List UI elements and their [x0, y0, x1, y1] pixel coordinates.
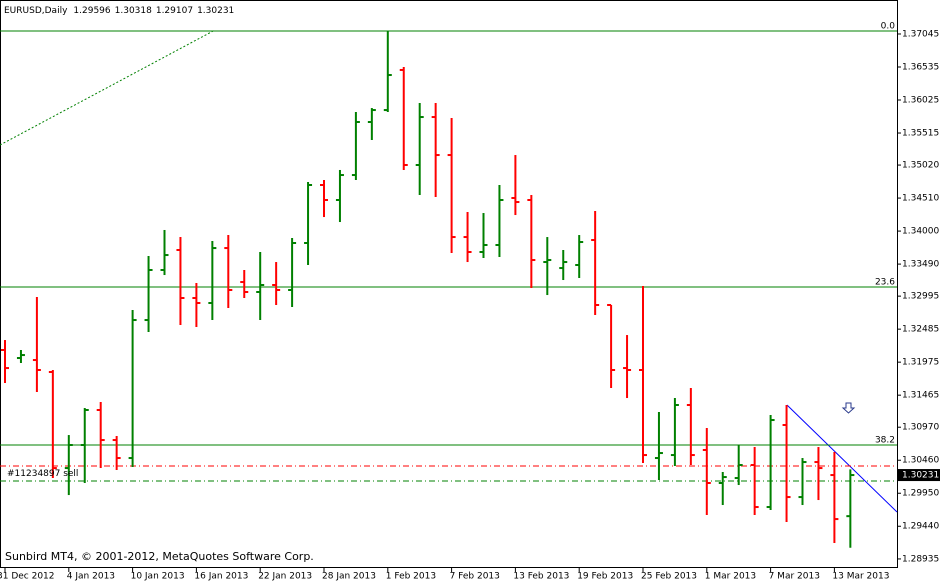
y-tick-label: 1.37045 — [902, 29, 939, 39]
y-tick-label: 1.32485 — [902, 325, 939, 335]
y-tick-label: 1.29950 — [902, 489, 939, 499]
y-tick-label: 1.36025 — [902, 96, 939, 106]
x-tick-label: 10 Jan 2013 — [131, 572, 185, 582]
x-tick-label: 31 Dec 2012 — [0, 572, 55, 582]
y-tick-label: 1.34510 — [902, 194, 939, 204]
fib-level-label: 38.2 — [875, 436, 895, 446]
header-open: 1.29596 — [73, 6, 110, 16]
x-tick-label: 25 Feb 2013 — [641, 572, 697, 582]
x-tick-label: 28 Jan 2013 — [322, 572, 376, 582]
y-tick-label: 1.36535 — [902, 62, 939, 72]
header-low: 1.29107 — [156, 6, 193, 16]
trend-line — [786, 404, 898, 513]
header-close: 1.30231 — [197, 6, 234, 16]
x-tick-label: 19 Feb 2013 — [577, 572, 633, 582]
y-tick-label: 1.31465 — [902, 391, 939, 401]
current-price-box — [898, 469, 940, 482]
current-price-label: 1.30231 — [902, 471, 939, 481]
y-tick-label: 1.35020 — [902, 161, 939, 171]
y-tick-label: 1.28935 — [902, 554, 939, 564]
fib-level-label: 23.6 — [875, 278, 895, 288]
y-tick-label: 1.35515 — [902, 129, 939, 139]
x-tick-label: 1 Mar 2013 — [705, 572, 756, 582]
y-tick-label: 1.33490 — [902, 260, 939, 270]
fib-level-label: 0.0 — [881, 22, 896, 32]
header-high: 1.30318 — [115, 6, 152, 16]
trend-line — [0, 29, 216, 146]
chart-header: EURUSD,Daily 1.29596 1.30318 1.29107 1.30231 — [4, 6, 234, 16]
plot-area — [0, 30, 897, 548]
x-tick-label: 22 Jan 2013 — [258, 572, 312, 582]
copyright: Sunbird MT4, © 2001-2012, MetaQuotes Sof… — [5, 550, 314, 563]
y-tick-label: 1.34000 — [902, 227, 939, 237]
x-tick-label: 7 Feb 2013 — [450, 572, 500, 582]
order-label: #11234897 sell — [7, 469, 78, 479]
y-tick-label: 1.29440 — [902, 522, 939, 532]
arrow-down-icon — [841, 402, 856, 414]
y-tick-label: 1.32995 — [902, 292, 939, 302]
x-tick-label: 7 Mar 2013 — [769, 572, 820, 582]
x-tick-label: 13 Feb 2013 — [513, 572, 569, 582]
y-tick-label: 1.31975 — [902, 358, 939, 368]
chart-title: EURUSD,Daily — [4, 6, 68, 16]
x-tick-label: 4 Jan 2013 — [67, 572, 115, 582]
x-tick-label: 1 Feb 2013 — [386, 572, 436, 582]
y-tick-label: 1.30970 — [902, 423, 939, 433]
x-tick-label: 13 Mar 2013 — [832, 572, 889, 582]
plot-frame — [0, 0, 898, 568]
y-tick-label: 1.30460 — [902, 456, 939, 466]
x-tick-label: 16 Jan 2013 — [194, 572, 248, 582]
